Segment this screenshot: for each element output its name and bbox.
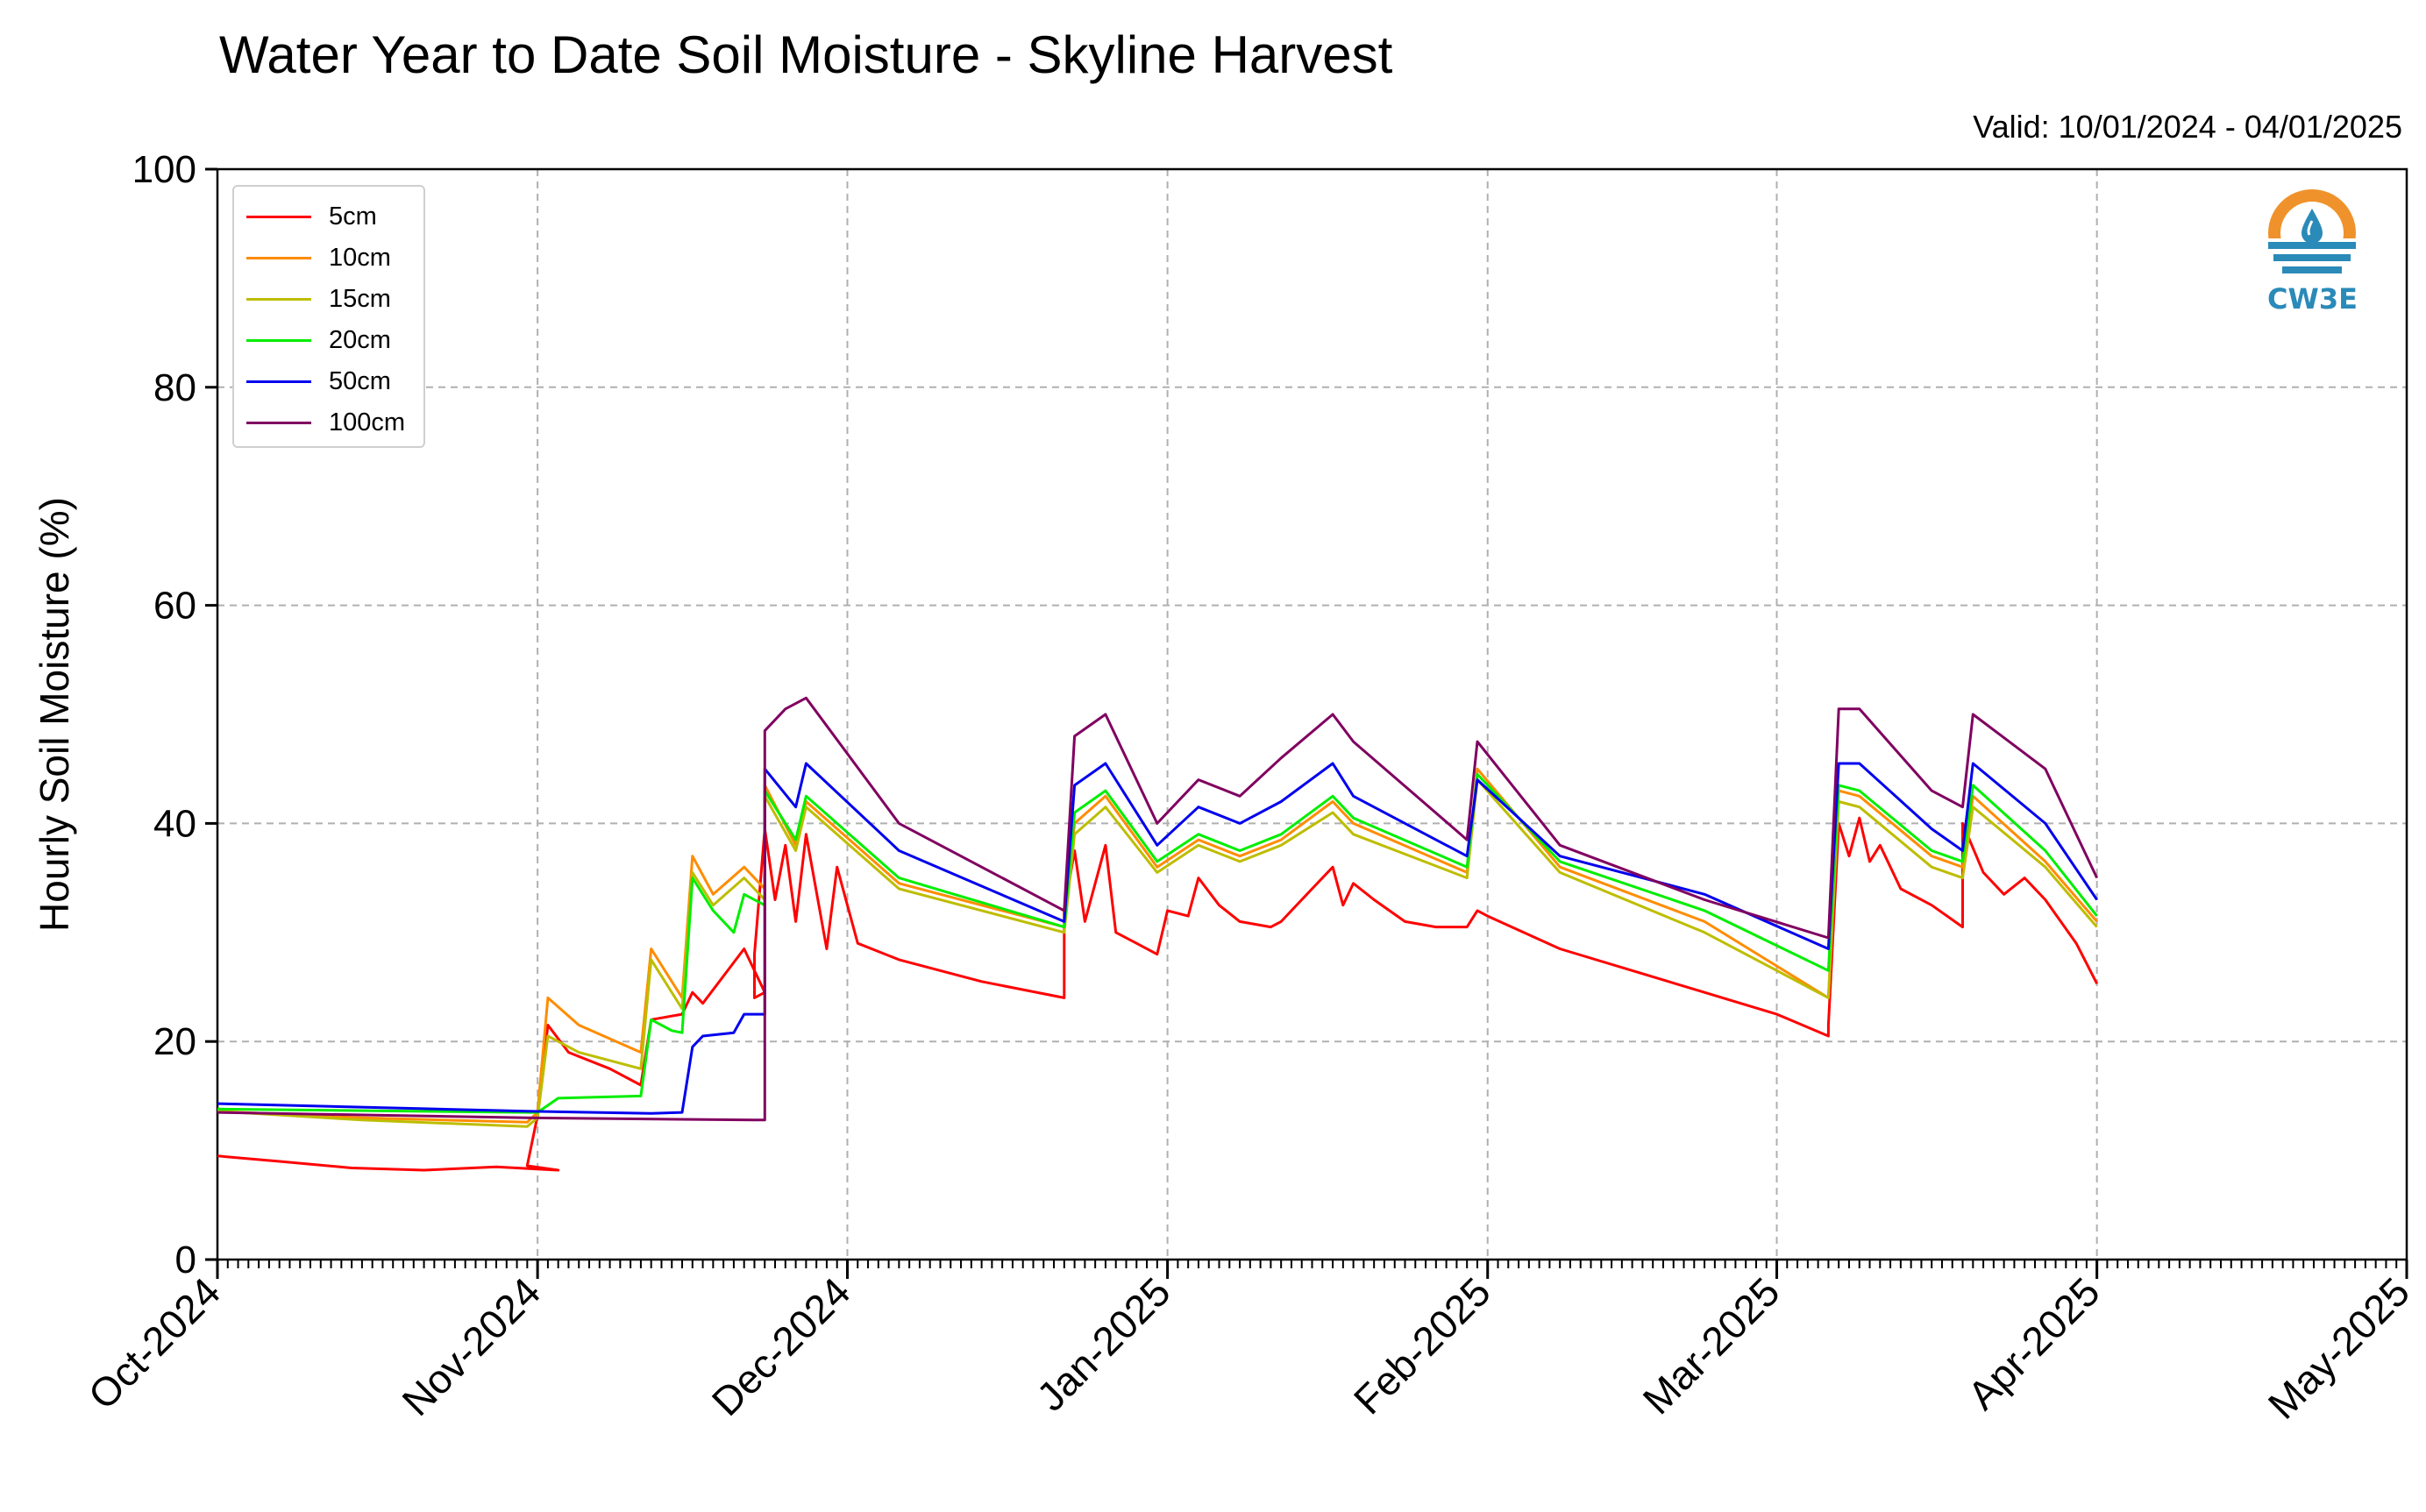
legend-item-20cm: 20cm (234, 323, 427, 358)
series-line-100cm (217, 696, 2099, 1122)
y-tick-label: 60 (153, 585, 196, 628)
legend-label: 50cm (329, 367, 391, 395)
legend-label: 10cm (329, 244, 391, 272)
y-tick-label: 80 (153, 366, 196, 409)
y-tick-label: 100 (132, 148, 196, 191)
legend-swatch (246, 339, 311, 342)
x-tick-label: Feb-2025 (1345, 1268, 1499, 1423)
legend-label: 15cm (329, 285, 391, 313)
legend-label: 5cm (329, 202, 377, 231)
y-tick-label: 20 (153, 1020, 196, 1063)
series-line-50cm (217, 762, 2098, 1115)
valid-date-range: Valid: 10/01/2024 - 04/01/2025 (1973, 109, 2402, 145)
cw3e-logo: CW3E (2258, 184, 2367, 324)
legend-item-100cm: 100cm (234, 405, 427, 440)
legend-swatch (246, 422, 311, 424)
legend-label: 100cm (329, 408, 406, 437)
legend-swatch (246, 257, 311, 259)
x-tick-label: May-2025 (2259, 1268, 2418, 1427)
legend-item-5cm: 5cm (234, 199, 427, 234)
legend-swatch (246, 216, 311, 218)
x-tick-label: Dec-2024 (703, 1268, 859, 1424)
x-tick-label: Apr-2025 (1959, 1268, 2109, 1418)
legend-item-15cm: 15cm (234, 281, 427, 316)
y-tick-label: 40 (153, 802, 196, 845)
x-tick-label: Jan-2025 (1028, 1268, 1178, 1419)
y-axis-label: Hourly Soil Moisture (%) (32, 497, 77, 932)
legend-swatch (246, 298, 311, 301)
series-line-5cm (217, 816, 2099, 1172)
chart-title: Water Year to Date Soil Moisture - Skyli… (219, 25, 1393, 84)
water-drop-sun-logo-icon (2265, 189, 2359, 280)
legend-item-10cm: 10cm (234, 240, 427, 275)
x-tick-label: Mar-2025 (1634, 1268, 1789, 1423)
chart-legend: 5cm 10cm 15cm 20cm 50cm 100cm (232, 185, 425, 448)
x-tick-label: Nov-2024 (393, 1268, 549, 1424)
plot-frame (216, 167, 2408, 1261)
x-tick-label: Oct-2024 (80, 1268, 230, 1418)
legend-swatch (246, 380, 311, 383)
y-tick-label: 0 (175, 1239, 196, 1281)
logo-text: CW3E (2267, 282, 2358, 316)
legend-label: 20cm (329, 326, 391, 354)
legend-item-50cm: 50cm (234, 364, 427, 399)
